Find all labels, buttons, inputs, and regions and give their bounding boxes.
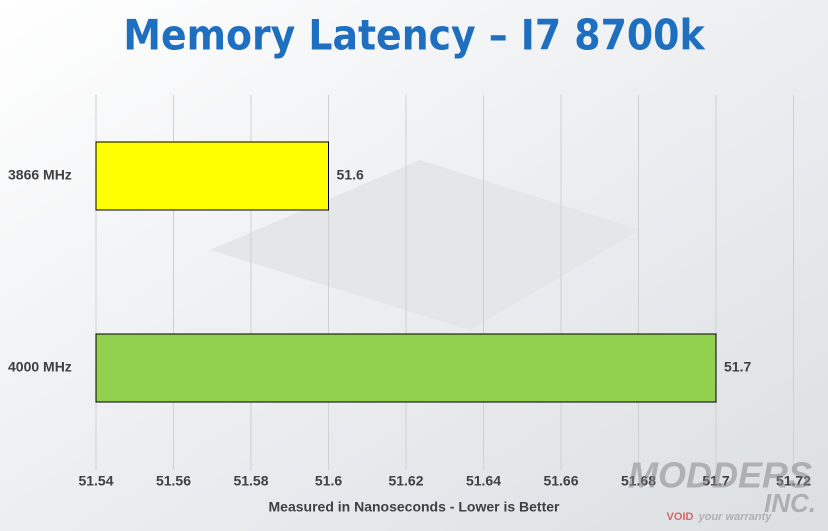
watermark-text: INC. [764,488,816,518]
background-shape [210,160,640,330]
bar [95,141,329,211]
x-tick-label: 51.72 [776,473,811,489]
bar [95,333,717,403]
x-tick-label: 51.54 [78,473,113,489]
x-tick-label: 51.56 [156,473,191,489]
x-tick-label: 51.64 [466,473,501,489]
x-axis-title: Measured in Nanoseconds - Lower is Bette… [269,499,561,515]
watermark-text: MODDERS [628,455,812,496]
x-tick-label: 51.58 [233,473,268,489]
x-tick-label: 51.6 [315,473,342,489]
x-tick-label: 51.66 [543,473,578,489]
watermark-text: your warranty [698,511,773,523]
watermark: MODDERS INC. VOID your warranty [628,455,816,523]
x-tick-label: 51.7 [702,473,729,489]
y-tick-label: 4000 MHz [8,359,72,375]
y-tick-label: 3866 MHz [8,167,72,183]
x-tick-label: 51.68 [621,473,656,489]
data-label: 51.6 [337,167,364,183]
x-tick-label: 51.62 [388,473,423,489]
watermark-text: VOID [667,511,694,523]
data-label: 51.7 [724,359,751,375]
chart-title: Memory Latency – I7 8700k [123,11,705,60]
